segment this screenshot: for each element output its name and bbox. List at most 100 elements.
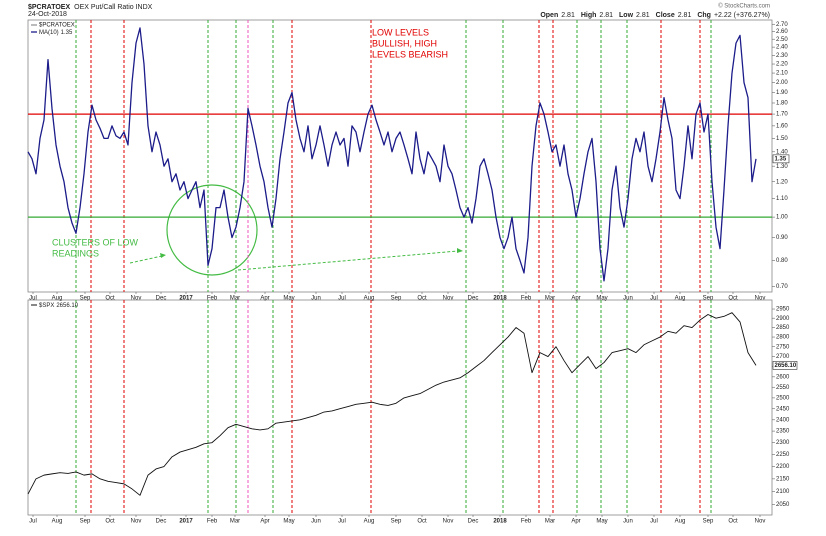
arrow	[237, 250, 459, 271]
watermark: © StockCharts.com	[718, 3, 770, 10]
y-tick-label: 2800	[776, 335, 790, 341]
chart-header: $PCRATOEX OEX Put/Call Ratio INDX	[28, 4, 153, 11]
x-tick-label: Oct	[105, 519, 115, 525]
x-tick-label: Jul	[29, 519, 37, 525]
y-tick-label: 1.40	[776, 149, 788, 155]
y-tick-label: 2350	[776, 429, 790, 435]
x-tick-label: Mar	[545, 519, 555, 525]
y-tick-label: 2.40	[776, 45, 788, 51]
x-tick-label: 2017	[179, 296, 193, 302]
y-tick-label: 2950	[776, 307, 790, 313]
x-tick-label: Sep	[703, 519, 714, 525]
x-tick-label: Apr	[260, 296, 269, 302]
x-tick-label: Sep	[80, 296, 91, 302]
cluster-circle	[166, 184, 258, 276]
x-tick-label: May	[596, 296, 607, 302]
y-tick-label: 2100	[776, 489, 790, 495]
y-tick-label: 2500	[776, 395, 790, 401]
x-tick-label: Aug	[675, 519, 686, 525]
y-tick-label: 2.20	[776, 62, 788, 68]
legend-label: MA(10)	[39, 30, 59, 36]
y-tick-label: 2750	[776, 344, 790, 350]
y-tick-label: 1.10	[776, 196, 788, 202]
annotation: CLUSTERS OF LOW	[52, 237, 139, 247]
ticker: $PCRATOEX	[28, 4, 70, 11]
x-tick-label: Oct	[417, 296, 427, 302]
x-tick-label: Nov	[131, 519, 142, 525]
y-tick-label: 2900	[776, 316, 790, 322]
x-tick-label: Aug	[675, 296, 686, 302]
y-tick-label: 2.60	[776, 29, 788, 35]
x-tick-label: Apr	[571, 296, 580, 302]
x-tick-label: Jul	[650, 296, 658, 302]
x-tick-label: 2017	[179, 519, 193, 525]
y-tick-label: 2.30	[776, 53, 788, 59]
last-value-box	[772, 154, 790, 164]
x-tick-label: Sep	[703, 296, 714, 302]
stat-value: 2.81	[599, 12, 613, 19]
y-tick-label: 2850	[776, 325, 790, 331]
y-tick-label: 0.70	[776, 284, 788, 290]
x-tick-label: 2018	[493, 519, 507, 525]
x-tick-label: Jul	[338, 296, 346, 302]
y-tick-label: 2400	[776, 417, 790, 423]
stat-label: Low	[619, 12, 634, 19]
y-tick-label: 0.80	[776, 258, 788, 264]
y-tick-label: 1.60	[776, 123, 788, 129]
annotation: READINGS	[52, 248, 99, 258]
x-tick-label: Jul	[29, 296, 37, 302]
y-tick-label: 2600	[776, 374, 790, 380]
y-tick-label: 2150	[776, 476, 790, 482]
y-tick-label: 2700	[776, 354, 790, 360]
y-tick-label: 2450	[776, 406, 790, 412]
x-tick-label: Oct	[728, 296, 738, 302]
y-tick-label: 1.90	[776, 90, 788, 96]
x-tick-label: Oct	[105, 296, 115, 302]
x-tick-label: Dec	[156, 519, 167, 525]
y-tick-label: 1.20	[776, 179, 788, 185]
legend-value: 1.35	[61, 30, 73, 36]
x-tick-label: Apr	[571, 519, 580, 525]
x-tick-label: Aug	[364, 296, 375, 302]
legend-label: $PCRATOEX	[39, 23, 75, 29]
legend-label: $SPX	[39, 303, 54, 309]
x-tick-label: Feb	[521, 296, 532, 302]
arrow	[129, 255, 163, 264]
last-value-label: 2656.10	[775, 363, 797, 369]
y-tick-label: 2.50	[776, 37, 788, 43]
annotation: BULLISH, HIGH	[372, 38, 437, 48]
plot-frame	[27, 19, 773, 293]
x-tick-label: Oct	[417, 519, 427, 525]
chart-title: OEX Put/Call Ratio INDX	[74, 4, 153, 11]
x-tick-label: Sep	[391, 519, 402, 525]
x-tick-label: Jul	[338, 519, 346, 525]
arrow-head	[160, 253, 166, 258]
stat-value: 2.81	[636, 12, 650, 19]
y-tick-label: 1.80	[776, 101, 788, 107]
stat-label: Close	[656, 12, 675, 19]
x-tick-label: Feb	[207, 296, 218, 302]
x-tick-label: Dec	[156, 296, 167, 302]
y-tick-label: 2050	[776, 502, 790, 508]
chart-date: 24-Oct-2018	[28, 11, 67, 18]
legend-value: 2656.10	[56, 303, 78, 309]
x-tick-label: Oct	[728, 519, 738, 525]
stat-label: High	[581, 12, 597, 19]
y-tick-label: 1.50	[776, 136, 788, 142]
x-tick-label: Apr	[260, 519, 269, 525]
y-tick-label: 1.70	[776, 112, 788, 118]
x-tick-label: Dec	[468, 296, 479, 302]
stat-value: 2.81	[561, 12, 575, 19]
x-tick-label: Nov	[443, 519, 454, 525]
x-tick-label: Jun	[623, 296, 633, 302]
y-tick-label: 2.10	[776, 71, 788, 77]
y-tick-label: 0.90	[776, 235, 788, 241]
y-tick-label: 2.70	[776, 22, 788, 28]
x-tick-label: Aug	[52, 296, 63, 302]
arrows	[129, 250, 459, 271]
stats-line: Open 2.81 High 2.81 Low 2.81 Close 2.81 Chg +2.22…	[540, 12, 770, 19]
x-tick-label: Sep	[80, 519, 91, 525]
legend-entry: MA(10) 1.35	[39, 30, 73, 36]
y-tick-label: 1.30	[776, 164, 788, 170]
